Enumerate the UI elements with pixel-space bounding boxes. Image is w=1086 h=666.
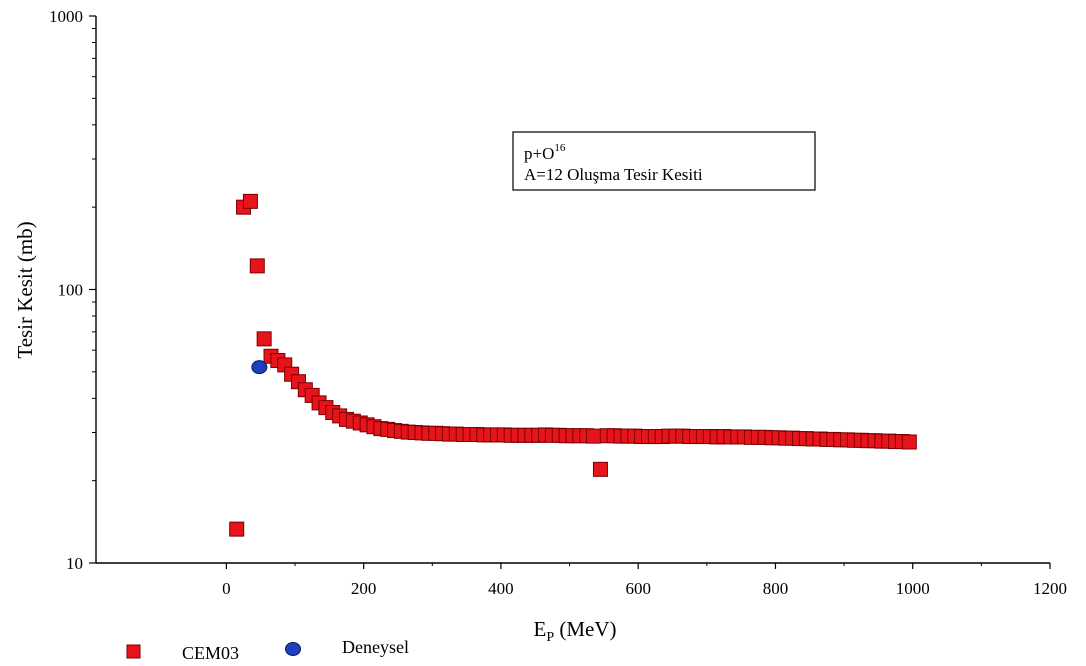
annotation-line-1-sup: 16 (554, 142, 566, 154)
cem03-point (229, 521, 245, 537)
x-tick-label: 600 (625, 579, 651, 598)
legend: CEM03 Deneysel (126, 637, 409, 663)
y-tick-label: 100 (58, 281, 84, 300)
series-cem03 (229, 193, 917, 537)
annotation-line-2: A=12 Oluşma Tesir Kesiti (524, 165, 703, 184)
legend-marker-deneysel (285, 642, 301, 656)
y-tick-label: 1000 (49, 7, 83, 26)
y-axis-label: Tesir Kesit (mb) (13, 221, 37, 358)
legend-label-deneysel: Deneysel (342, 637, 409, 657)
cem03-point (592, 461, 608, 477)
x-axis-label: EP (MeV) (533, 617, 616, 645)
cem03-point (242, 193, 258, 209)
annotation-line-1-main: p+O (524, 144, 554, 163)
cem03-point (249, 258, 265, 274)
legend-marker-cem03 (126, 644, 141, 659)
annotation-box: p+O16 A=12 Oluşma Tesir Kesiti (512, 131, 816, 191)
y-tick-label: 10 (66, 554, 83, 573)
x-tick-label: 0 (222, 579, 231, 598)
x-axis-label-unit: (MeV) (554, 617, 616, 641)
x-tick-label: 800 (763, 579, 789, 598)
series-deneysel (251, 360, 268, 375)
cem03-point (256, 331, 272, 347)
x-axis-label-sub: P (546, 630, 554, 645)
legend-label-cem03: CEM03 (182, 643, 239, 663)
cem03-point (901, 434, 917, 450)
x-tick-label: 1000 (896, 579, 930, 598)
cem03-point (586, 428, 602, 444)
tick-labels: 0 200 400 600 800 1000 1200 10 100 1000 (49, 7, 1067, 598)
x-tick-label: 400 (488, 579, 514, 598)
deneysel-point (251, 360, 268, 375)
x-tick-label: 200 (351, 579, 377, 598)
axes (95, 16, 1050, 564)
ticks (89, 15, 1051, 569)
x-axis-label-main: E (533, 617, 546, 641)
annotation-line-1: p+O16 (524, 142, 566, 163)
x-tick-label: 1200 (1033, 579, 1067, 598)
